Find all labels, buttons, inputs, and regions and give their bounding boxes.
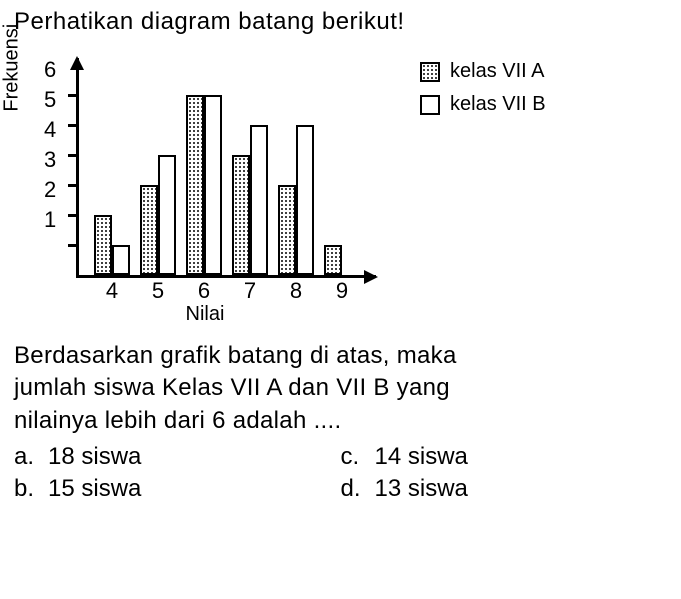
options: a. 18 siswa c. 14 siswa b. 15 siswa d. 1… [14, 443, 667, 503]
question-text: Berdasarkan grafik batang di atas, maka … [14, 340, 667, 437]
page-title: Perhatikan diagram batang berikut! [14, 8, 667, 36]
legend-item-a: kelas VII A [420, 60, 546, 83]
y-tick [68, 184, 78, 187]
bar-series-b [250, 125, 268, 275]
x-tick-label: 9 [336, 278, 348, 304]
bar-series-b [204, 95, 222, 275]
option-d[interactable]: d. 13 siswa [341, 475, 668, 503]
x-tick-label: 4 [106, 278, 118, 304]
option-a-text: 18 siswa [48, 443, 141, 471]
option-a-letter: a. [14, 443, 48, 471]
axes: 123456 456789 [76, 58, 376, 278]
option-c-letter: c. [341, 443, 375, 471]
y-tick-label: 1 [44, 207, 56, 233]
bar-series-a [94, 215, 112, 275]
bar-chart: Frekuensi 123456 456789 Nilai [20, 40, 390, 300]
question-line-3: nilainya lebih dari 6 adalah .... [14, 405, 667, 437]
y-tick [68, 94, 78, 97]
bar-series-b [112, 245, 130, 275]
x-axis-label: Nilai [186, 303, 225, 326]
y-tick-label: 2 [44, 177, 56, 203]
option-c-text: 14 siswa [375, 443, 468, 471]
y-tick [68, 124, 78, 127]
legend-label-a: kelas VII A [450, 60, 545, 83]
y-tick [68, 244, 78, 247]
option-c[interactable]: c. 14 siswa [341, 443, 668, 471]
option-a[interactable]: a. 18 siswa [14, 443, 341, 471]
legend-swatch-a-icon [420, 62, 440, 82]
legend: kelas VII A kelas VII B [420, 60, 546, 126]
bar-series-a [186, 95, 204, 275]
bar-series-a [140, 185, 158, 275]
option-b[interactable]: b. 15 siswa [14, 475, 341, 503]
x-tick-label: 6 [198, 278, 210, 304]
bars-container [76, 58, 376, 275]
y-tick [68, 154, 78, 157]
y-tick [68, 214, 78, 217]
x-tick-label: 8 [290, 278, 302, 304]
option-b-letter: b. [14, 475, 48, 503]
option-b-text: 15 siswa [48, 475, 141, 503]
chart-row: Frekuensi 123456 456789 Nilai kelas VII … [14, 40, 667, 300]
bar-series-b [158, 155, 176, 275]
option-d-letter: d. [341, 475, 375, 503]
bar-series-b [296, 125, 314, 275]
y-tick-label: 4 [44, 117, 56, 143]
option-d-text: 13 siswa [375, 475, 468, 503]
y-tick-label: 5 [44, 87, 56, 113]
bar-series-a [232, 155, 250, 275]
y-tick-label: 3 [44, 147, 56, 173]
legend-swatch-b-icon [420, 95, 440, 115]
y-tick-label: 6 [44, 57, 56, 83]
legend-label-b: kelas VII B [450, 93, 546, 116]
x-tick-label: 5 [152, 278, 164, 304]
bar-series-a [278, 185, 296, 275]
question-line-2: jumlah siswa Kelas VII A dan VII B yang [14, 372, 667, 404]
legend-item-b: kelas VII B [420, 93, 546, 116]
x-axis [76, 275, 376, 278]
x-tick-label: 7 [244, 278, 256, 304]
bar-series-a [324, 245, 342, 275]
question-line-1: Berdasarkan grafik batang di atas, maka [14, 340, 667, 372]
y-axis-label: Frekuensi [1, 24, 24, 112]
